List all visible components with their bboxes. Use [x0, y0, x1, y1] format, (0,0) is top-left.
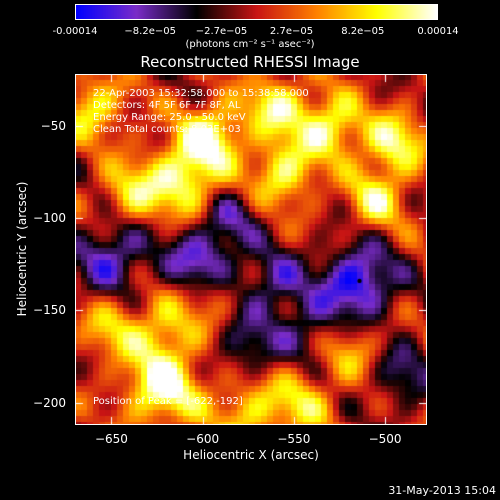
- colorbar-tick-label: 8.2e−05: [341, 26, 385, 37]
- colorbar-tick-label: −8.2e−05: [124, 26, 176, 37]
- y-axis-label: Heliocentric Y (arcsec): [15, 181, 29, 317]
- annotation-time-range: 22-Apr-2003 15:32:58.000 to 15:38:58.000: [93, 88, 309, 99]
- x-tick-label: −650: [94, 432, 128, 446]
- colorbar-units: (photons cm⁻² s⁻¹ asec⁻²): [185, 39, 315, 50]
- x-tick-label: −500: [368, 432, 402, 446]
- chart-title: Reconstructed RHESSI Image: [140, 53, 360, 71]
- annotation-peak-position: Position of Peak = [-622,-192]: [93, 396, 243, 407]
- x-tick-label: −600: [186, 432, 220, 446]
- annotation-clean-counts: Clean Total counts: 8.03E+03: [93, 124, 241, 135]
- x-tick-label: −550: [277, 432, 311, 446]
- annotation-energy-range: Energy Range: 25.0 - 50.0 keV: [93, 112, 246, 123]
- colorbar-tick-label: 0.00014: [417, 26, 459, 37]
- y-tick-label: −150: [33, 303, 66, 318]
- colorbar-tick-label: 2.7e−05: [269, 26, 314, 37]
- heatmap-image: [75, 74, 427, 425]
- colorbar: [75, 4, 438, 20]
- x-axis-label: Heliocentric X (arcsec): [183, 448, 319, 462]
- y-tick-label: −50: [40, 118, 66, 133]
- y-tick-label: −200: [33, 395, 66, 410]
- y-tick-label: −100: [33, 211, 66, 226]
- annotation-detectors: Detectors: 4F 5F 6F 7F 8F, AL: [93, 100, 241, 111]
- colorbar-tick-label: −2.7e−05: [195, 26, 248, 37]
- datestamp: 31-May-2013 15:04: [388, 484, 496, 497]
- colorbar-tick-label: -0.00014: [52, 26, 98, 37]
